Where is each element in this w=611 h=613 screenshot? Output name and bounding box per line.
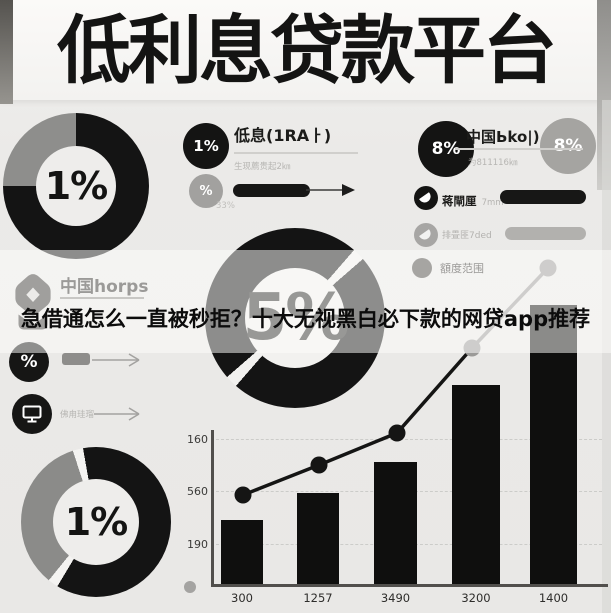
header-banner [0,0,611,100]
right-edge-shade [602,100,611,613]
row-sub: 7mm [481,198,504,208]
moon-glyph [419,228,433,242]
china-row2-label: 排畳匪7ded [442,231,492,241]
half-moon-icon-grey [414,223,438,247]
monitor-glyph [22,405,42,423]
progress-pill [500,190,586,204]
divider [60,297,144,299]
overlay-band [0,250,611,353]
donut-value: 1% [64,500,129,544]
badge-value: % [199,183,213,199]
mini-bar [62,353,90,365]
china-row3-label: 額度范围 [440,262,484,275]
arrow-right-icon [94,407,140,421]
china-row1: 蒋閘厘 7mm [442,190,504,209]
divider [455,148,583,150]
chart-bar [221,520,263,585]
donut-value: 1% [44,164,109,208]
row-label: 蒋閘厘 [442,194,477,208]
chart-bar [452,385,500,585]
x-axis-label: 300 [231,591,253,605]
y-axis-label: 190 [187,538,208,551]
monitor-icon [12,394,52,434]
rate-note: 33% [216,201,235,211]
line-point [310,456,328,474]
x-axis-label: 3200 [461,591,491,605]
loan-section-title: 低息(1RAㅏ) [234,126,332,145]
bullet-dot [412,258,432,278]
article-headline: 急借通怎么一直被秒拒？十大无视黑白必下款的网贷app推荐 [20,307,591,331]
monitor-note: 佛甪珪瑠 [60,410,95,420]
badge-value: % [20,352,38,372]
progress-pill-grey [505,227,586,240]
x-axis-label: 1400 [538,591,569,605]
divider [234,152,358,154]
donut-chart-bottom-left: 1% [21,447,171,597]
percent-badge-black: 1% [183,123,229,169]
house-icon [15,274,51,330]
china-section-title: 中国Ьko|) [466,128,540,146]
x-axis-label: 3490 [380,591,411,605]
donut-center-label: 1% [53,479,139,565]
badge-value: 8% [553,136,583,156]
x-axis-label: 1257 [303,591,333,605]
badge-value: 8% [431,139,461,159]
chart-bar [297,493,339,585]
china-badge-right: 8% [540,118,596,174]
loan-section-subtitle: 生现薦贵起2㎞ [234,162,291,172]
y-axis-label: 160 [187,433,208,446]
page-title: 低利息贷款平台 [57,8,557,94]
donut-center-label: 1% [36,146,116,226]
brand-label: 中国horps [60,277,149,297]
axis-origin-dot [184,581,196,593]
left-edge-shade [0,0,13,104]
y-axis-line [211,430,214,586]
arrow-right-icon [92,353,140,367]
percent-badge-grey: % [189,174,223,208]
china-section-subtitle: 为811116㎞ [468,158,518,168]
moon-glyph [419,191,433,205]
line-point [234,486,252,504]
badge-value: 1% [193,137,219,155]
y-axis-label: 560 [187,485,208,498]
chart-bar [374,462,417,585]
donut-chart-top-left: 1% [3,113,149,259]
half-moon-icon [414,186,438,210]
progress-pill [233,184,310,197]
arrow-right-icon [306,184,355,196]
x-axis-line [211,584,608,587]
